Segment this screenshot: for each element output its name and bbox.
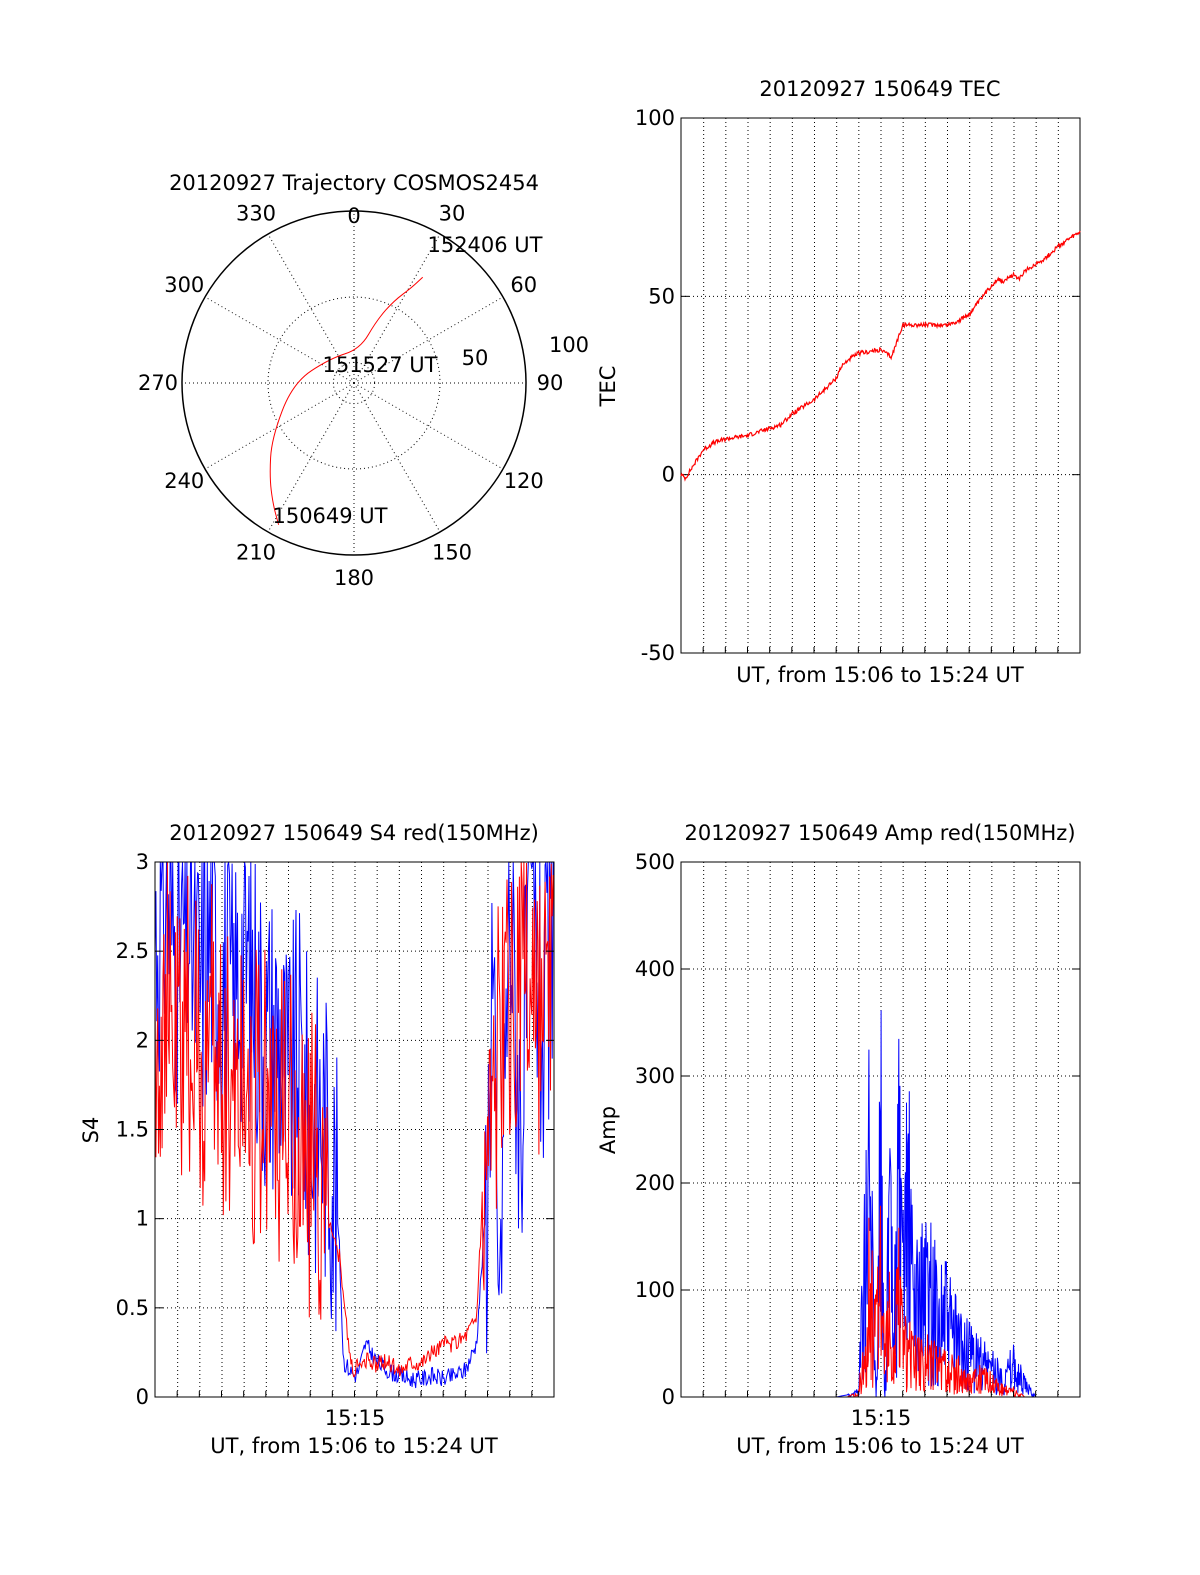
polar-radius-label: 50 <box>462 346 489 370</box>
polar-angle-label: 30 <box>439 201 466 225</box>
trajectory-annotation: 151527 UT <box>322 353 437 377</box>
polar-spoke <box>204 382 355 470</box>
s4-xtick-label: 15:15 <box>325 1406 386 1430</box>
polar-spoke <box>353 296 504 384</box>
tec-xlabel: UT, from 15:06 to 15:24 UT <box>736 663 1024 687</box>
tec-y-ticks: -50 0 50 100 <box>635 106 1080 665</box>
y-tick-label: -50 <box>641 641 675 665</box>
tec-ylabel: TEC <box>596 366 620 408</box>
tec-grid <box>681 118 1080 653</box>
polar-grid <box>182 211 526 555</box>
polar-title: 20120927 Trajectory COSMOS2454 <box>169 171 539 195</box>
polar-angle-label: 330 <box>236 201 276 225</box>
polar-angle-label: 270 <box>138 371 178 395</box>
polar-chart: 20120927 Trajectory COSMOS2454 0 30 60 90 12… <box>138 171 589 590</box>
polar-radius-label: 100 <box>549 333 589 357</box>
polar-angle-label: 180 <box>334 566 374 590</box>
s4-xlabel: UT, from 15:06 to 15:24 UT <box>210 1434 498 1458</box>
polar-angle-labels: 0 30 60 90 120 150 180 210 240 270 300 330 <box>138 201 563 590</box>
y-tick-label: 2 <box>136 1028 149 1052</box>
tec-title: 20120927 150649 TEC <box>759 77 1000 101</box>
y-tick-label: 100 <box>635 106 675 130</box>
polar-spoke <box>204 296 355 384</box>
s4-chart: 20120927 150649 S4 red(150MHz) 0 0.5 1 1.5 2… <box>79 821 555 1458</box>
polar-ring <box>332 361 376 405</box>
amp-ylabel: Amp <box>596 1106 620 1154</box>
polar-angle-label: 150 <box>432 541 472 565</box>
polar-spoke <box>353 382 504 470</box>
polar-ring <box>267 296 441 470</box>
polar-angle-label: 240 <box>164 469 204 493</box>
s4-ylabel: S4 <box>79 1117 103 1144</box>
tec-chart: 20120927 150649 TEC -50 0 50 100 TEC UT, fr… <box>596 77 1081 687</box>
y-tick-label: 2.5 <box>116 939 149 963</box>
trajectory-line <box>269 276 424 525</box>
y-tick-label: 0 <box>662 463 675 487</box>
s4-title: 20120927 150649 S4 red(150MHz) <box>169 821 539 845</box>
polar-angle-label: 60 <box>510 273 537 297</box>
s4-y-ticks: 0 0.5 1 1.5 2 2.5 3 <box>116 850 554 1409</box>
amp-title: 20120927 150649 Amp red(150MHz) <box>684 821 1075 845</box>
y-tick-label: 1.5 <box>116 1118 149 1142</box>
s4-series <box>154 861 555 1389</box>
amp-xtick-label: 15:15 <box>851 1406 912 1430</box>
polar-spoke <box>267 382 355 533</box>
y-tick-label: 3 <box>136 850 149 874</box>
series-line <box>680 230 1081 482</box>
trajectory-annotations: 150649 UT 151527 UT 152406 UT <box>272 233 542 528</box>
trajectory-annotation: 152406 UT <box>427 233 542 257</box>
polar-spoke <box>267 233 355 384</box>
amp-chart: 20120927 150649 Amp red(150MHz) 0 100 200 3… <box>596 821 1081 1458</box>
y-tick-label: 100 <box>635 1278 675 1302</box>
polar-angle-label: 210 <box>236 541 276 565</box>
polar-spoke <box>353 233 441 384</box>
polar-angle-label: 0 <box>347 204 360 228</box>
polar-radius-labels: 50 100 <box>462 333 589 370</box>
amp-grid <box>681 862 1080 1397</box>
y-tick-label: 0 <box>136 1385 149 1409</box>
y-tick-label: 0 <box>662 1385 675 1409</box>
polar-outer-circle <box>181 210 527 556</box>
polar-angle-label: 90 <box>537 371 564 395</box>
y-tick-label: 0.5 <box>116 1296 149 1320</box>
trajectory-annotation: 150649 UT <box>272 504 387 528</box>
y-tick-label: 1 <box>136 1207 149 1231</box>
amp-xlabel: UT, from 15:06 to 15:24 UT <box>736 1434 1024 1458</box>
y-tick-label: 400 <box>635 957 675 981</box>
polar-spoke <box>353 382 441 533</box>
tec-series <box>680 230 1081 482</box>
series-line <box>154 861 555 1378</box>
polar-angle-label: 300 <box>164 273 204 297</box>
y-tick-label: 200 <box>635 1171 675 1195</box>
polar-angle-label: 120 <box>504 469 544 493</box>
y-tick-label: 50 <box>648 284 675 308</box>
y-tick-label: 500 <box>635 850 675 874</box>
y-tick-label: 300 <box>635 1064 675 1088</box>
amp-y-ticks: 0 100 200 300 400 500 <box>635 850 1080 1409</box>
